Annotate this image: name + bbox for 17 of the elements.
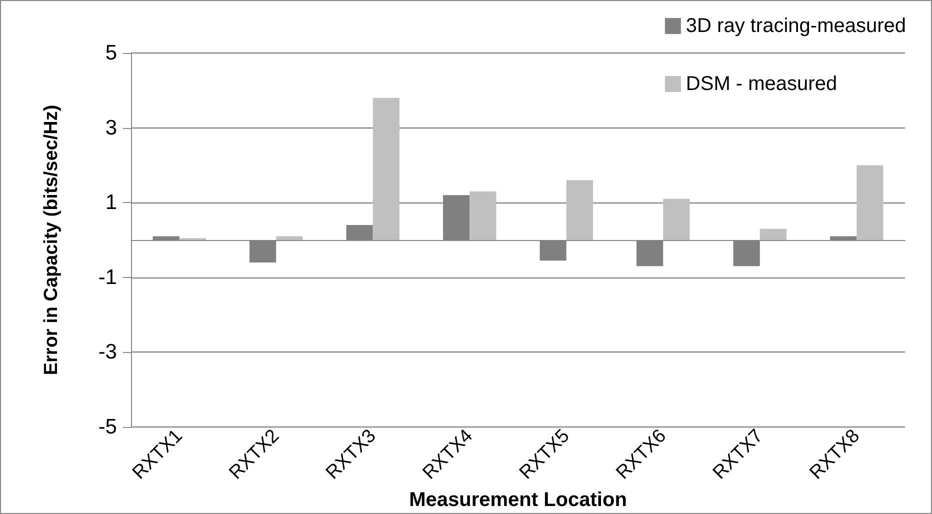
y-tick-label: -5	[98, 416, 117, 438]
y-tick-label: -3	[98, 340, 117, 364]
y-tick-label: 3	[105, 116, 117, 140]
y-tick-label: 5	[105, 42, 117, 64]
bar	[760, 228, 786, 240]
legend-label: 3D ray tracing-measured	[686, 15, 906, 37]
bar	[856, 165, 884, 240]
bar	[372, 98, 400, 240]
bar	[663, 198, 690, 240]
x-axis-title: Measurement Location	[409, 489, 627, 512]
bar	[566, 180, 593, 240]
y-tick-label: 1	[105, 191, 117, 214]
legend-label: DSM - measured	[686, 73, 838, 95]
y-axis-title: Error in Capacity (bits/sec/Hz)	[41, 104, 62, 376]
y-tick-label: -1	[98, 266, 117, 289]
bar	[276, 236, 303, 240]
bar	[470, 191, 496, 240]
